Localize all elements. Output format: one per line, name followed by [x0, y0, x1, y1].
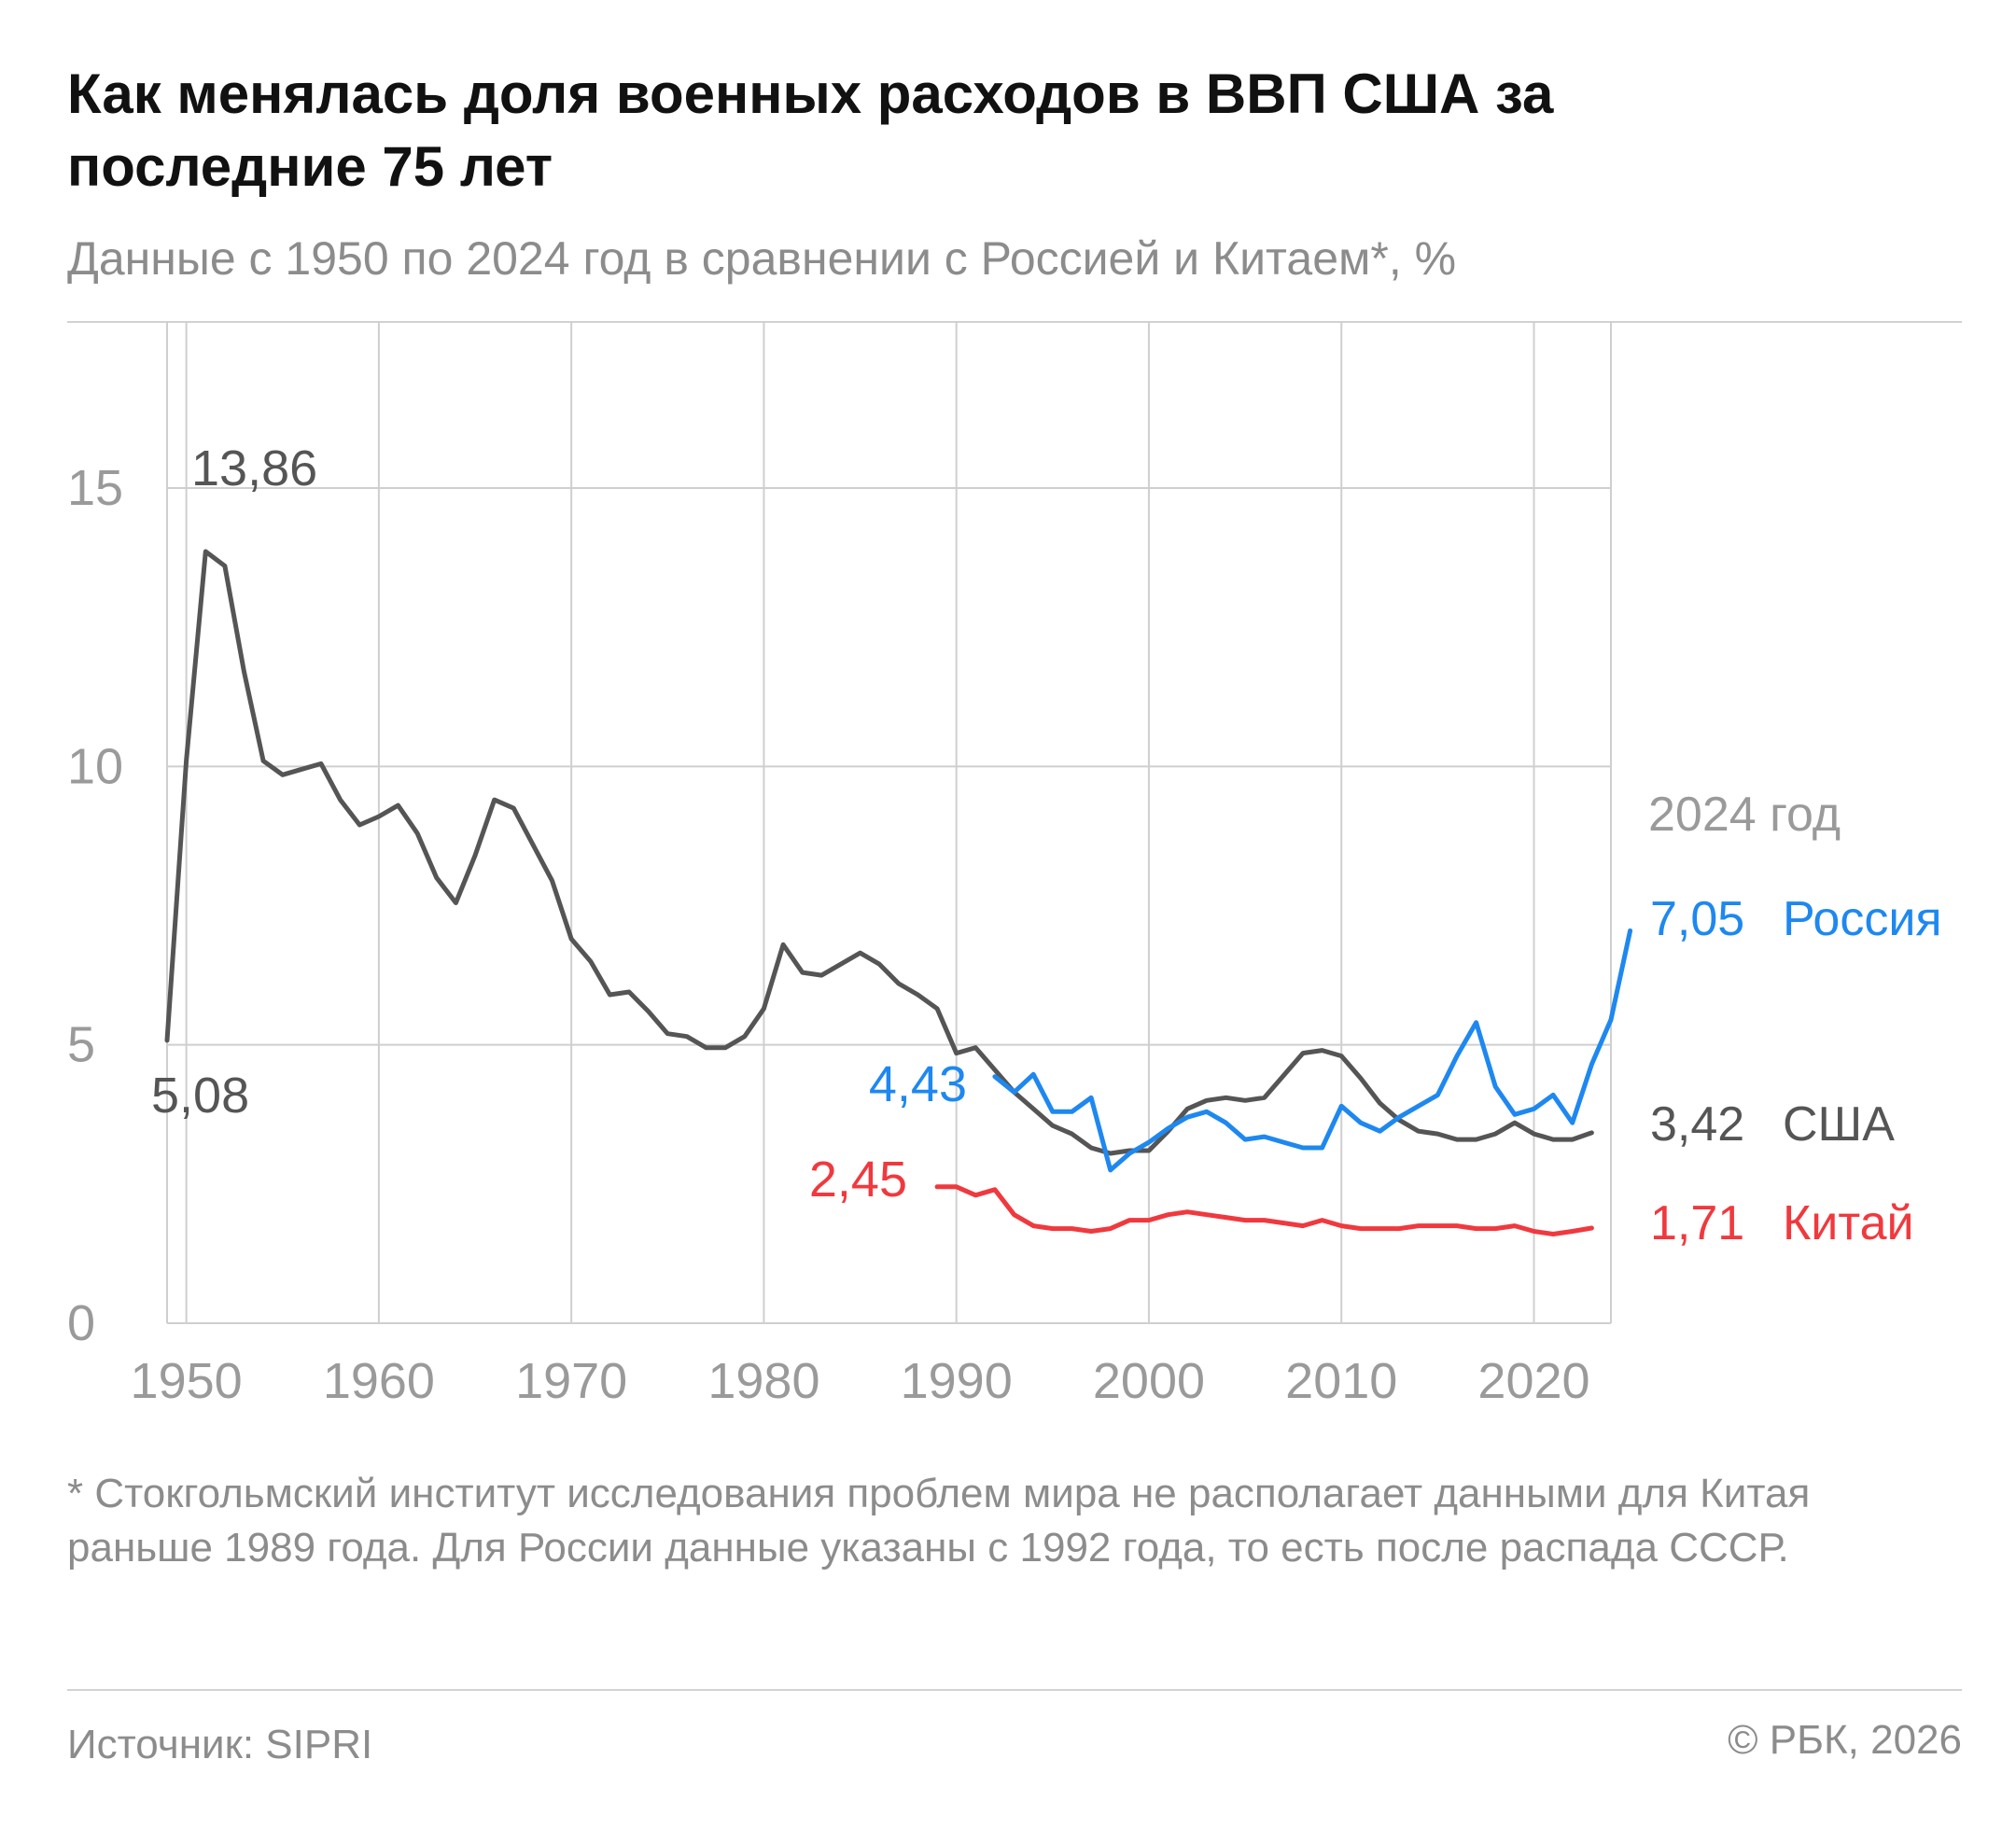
x-tick-label-2000: 2000 — [1093, 1353, 1205, 1409]
data-labels: 13,86 5,08 4,43 2,45 — [151, 440, 967, 1208]
chart-subtitle: Данные с 1950 по 2024 год в сравнении с … — [67, 232, 1457, 285]
x-tick-label-1960: 1960 — [323, 1353, 435, 1409]
legend-russia-value: 7,05 — [1650, 892, 1744, 946]
x-tick-label-1980: 1980 — [707, 1353, 819, 1409]
legend-title: 2024 год — [1648, 788, 1841, 842]
legend-usa-name: США — [1783, 1097, 1895, 1152]
label-china-first: 2,45 — [809, 1152, 907, 1208]
source-note: Источник: SIPRI — [67, 1722, 373, 1767]
top-divider — [67, 321, 1962, 323]
label-usa-first: 5,08 — [151, 1068, 249, 1124]
legend-china-name: Китай — [1783, 1196, 1914, 1250]
x-tick-label-2010: 2010 — [1285, 1353, 1397, 1409]
copyright: © РБК, 2026 — [1728, 1717, 1962, 1763]
x-tick-label-2020: 2020 — [1477, 1353, 1589, 1409]
label-usa-peak: 13,86 — [191, 440, 317, 496]
x-tick-label-1950: 1950 — [131, 1353, 243, 1409]
footnote: * Стокгольмский институт исследования пр… — [67, 1471, 1811, 1571]
legend: 2024 год 7,05 Россия 3,42 США 1,71 Китай — [1648, 788, 1942, 1250]
grid-lines — [166, 321, 1612, 1324]
label-russia-first: 4,43 — [869, 1056, 967, 1112]
y-tick-label-0: 0 — [67, 1295, 95, 1351]
y-tick-label-5: 5 — [67, 1017, 95, 1073]
series-lines — [164, 549, 1633, 1236]
y-tick-label-15: 15 — [67, 460, 123, 516]
y-axis-ticks: 0 5 10 15 — [67, 460, 123, 1351]
series-line-США — [164, 549, 1594, 1156]
legend-usa-value: 3,42 — [1650, 1097, 1744, 1152]
chart-title: Как менялась доля военных расходов в ВВП… — [67, 63, 1554, 198]
legend-russia-name: Россия — [1783, 892, 1942, 946]
legend-china-value: 1,71 — [1650, 1196, 1744, 1250]
y-tick-label-10: 10 — [67, 738, 123, 794]
bottom-divider — [67, 1689, 1962, 1691]
x-axis-ticks: 1950 1960 1970 1980 1990 2000 2010 2020 — [131, 1353, 1590, 1409]
x-tick-label-1970: 1970 — [515, 1353, 627, 1409]
x-tick-label-1990: 1990 — [901, 1353, 1013, 1409]
series-line-Китай — [934, 1184, 1594, 1236]
series-line-Россия — [992, 928, 1633, 1173]
